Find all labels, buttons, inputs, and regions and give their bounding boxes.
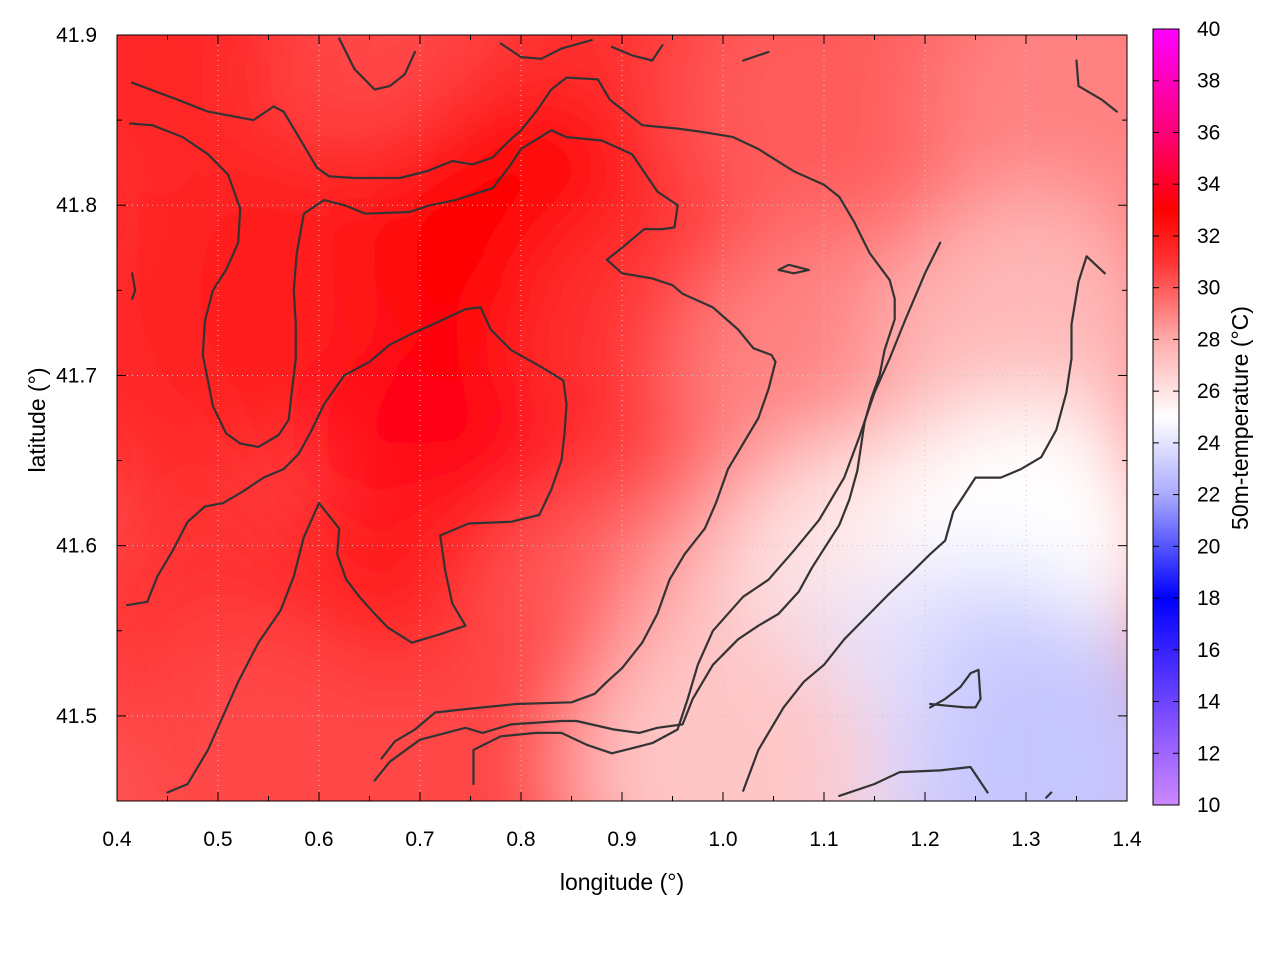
colorbar: 10 12 14 16 18 20 22 24 26 28 30 32 34 36 38 40 50m-tem… [1152, 18, 1253, 817]
x-tick-labels: 0.4 0.5 0.6 0.7 0.8 0.9 1.0 1.1 1.2 1.3 1.4 [102, 828, 1142, 851]
contour-line [129, 122, 777, 760]
colorbar-tick-label: 38 [1197, 70, 1220, 93]
colorbar-tick-label: 22 [1197, 484, 1220, 507]
contour-line [1075, 59, 1119, 113]
colorbar-tick-label: 10 [1197, 794, 1220, 817]
contour-line [1045, 791, 1053, 799]
contour-line [838, 765, 989, 798]
x-tick-label: 1.4 [1112, 828, 1142, 851]
colorbar-tick-label: 20 [1197, 535, 1220, 558]
x-tick-label: 0.5 [203, 828, 232, 851]
colorbar-tick-label: 28 [1197, 328, 1220, 351]
x-tick-label: 1.2 [910, 828, 939, 851]
colorbar-ticks [1153, 28, 1179, 806]
heat-sample [573, 617, 873, 801]
x-tick-label: 0.6 [304, 828, 333, 851]
colorbar-tick-label: 32 [1197, 225, 1220, 248]
axis-ticks [116, 34, 1128, 802]
colorbar-label: 50m-temperature (°C) [1227, 306, 1253, 530]
y-tick-label: 41.5 [56, 705, 97, 728]
x-axis-label: longitude (°) [560, 869, 684, 895]
contour-line [472, 241, 942, 786]
colorbar-tick-label: 12 [1197, 742, 1220, 765]
colorbar-tick-label: 36 [1197, 121, 1220, 144]
x-tick-label: 0.7 [405, 828, 434, 851]
contour-line [777, 263, 811, 275]
colorbar-tick-label: 30 [1197, 277, 1220, 300]
x-tick-label: 1.3 [1011, 828, 1040, 851]
contour-line [742, 255, 1106, 792]
x-tick-label: 0.4 [102, 828, 132, 851]
y-tick-label: 41.7 [56, 364, 97, 387]
y-tick-label: 41.6 [56, 535, 97, 558]
y-tick-label: 41.9 [56, 24, 97, 47]
contour-line [499, 38, 593, 60]
colorbar-tick-label: 16 [1197, 639, 1220, 662]
heat-sample [674, 35, 974, 254]
colorbar-tick-label: 34 [1197, 173, 1221, 196]
y-tick-labels: 41.5 41.6 41.7 41.8 41.9 [56, 24, 97, 728]
colorbar-tick-label: 14 [1197, 691, 1221, 714]
colorbar-tick-label: 40 [1197, 18, 1220, 41]
y-tick-label: 41.8 [56, 194, 97, 217]
contour-line [338, 37, 416, 91]
x-tick-label: 0.9 [607, 828, 636, 851]
contour-line [610, 44, 664, 62]
temperature-field [117, 35, 1127, 801]
heat-blobs [117, 35, 1127, 801]
x-tick-label: 1.0 [708, 828, 737, 851]
colorbar-tick-label: 18 [1197, 587, 1220, 610]
y-axis-label: latitude (°) [24, 367, 50, 472]
plot-area [116, 34, 1128, 802]
x-tick-label: 0.8 [506, 828, 535, 851]
contour-line [742, 50, 770, 62]
x-tick-label: 1.1 [809, 828, 838, 851]
heat-sample [906, 617, 1127, 801]
heat-sample [926, 35, 1127, 254]
contour-lines [125, 37, 1119, 799]
contour-line [131, 272, 137, 300]
colorbar-tick-label: 24 [1197, 432, 1221, 455]
colorbar-strip [1152, 28, 1180, 806]
heat-sample [118, 617, 419, 801]
contour-line [131, 76, 896, 782]
contour-line [928, 668, 982, 709]
contour-line [125, 306, 568, 794]
colorbar-tick-labels: 10 12 14 16 18 20 22 24 26 28 30 32 34 36 38 40 [1197, 18, 1221, 817]
colorbar-tick-label: 26 [1197, 380, 1220, 403]
